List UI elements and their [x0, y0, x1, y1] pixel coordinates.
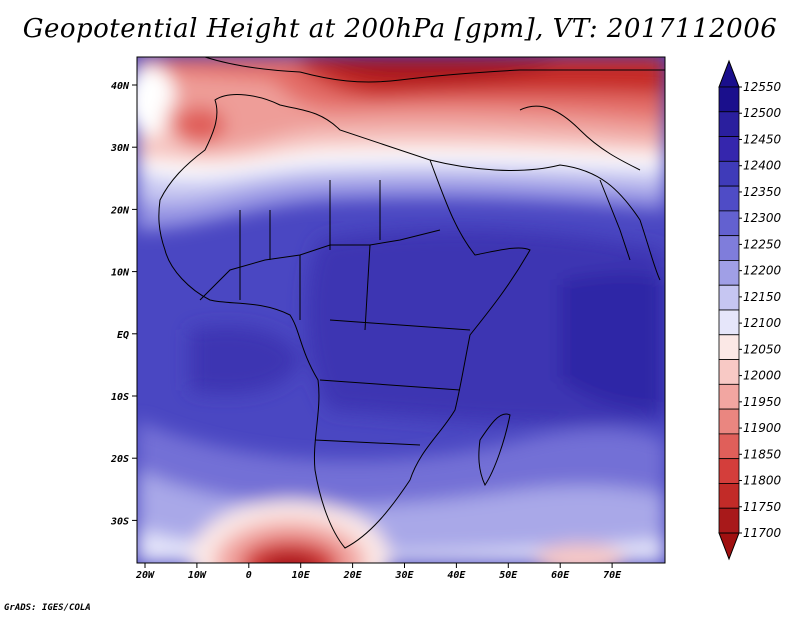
latitude-axis: 40N 30N 20N 10N EQ 10S 20S 30S	[110, 81, 137, 527]
lon-tick-label: 10E	[292, 570, 311, 581]
lon-tick-label: 50E	[499, 570, 518, 581]
colorbar-max-arrow	[718, 59, 740, 88]
lat-tick-label: 30N	[110, 143, 130, 154]
colorbar-label: 12400	[743, 159, 782, 173]
colorbar-swatch	[718, 111, 740, 137]
colorbar-swatch	[718, 507, 740, 534]
colorbar-swatch	[718, 483, 740, 509]
lon-tick-label: 20W	[135, 570, 155, 581]
lat-tick-label: 30S	[110, 516, 129, 527]
colorbar-swatch	[718, 260, 740, 286]
lat-tick-label: 10S	[111, 392, 129, 403]
colorbar-swatch	[718, 433, 740, 460]
colorbar: 12550 12500 12450 12400 12350 12300 12250 12200…	[718, 59, 782, 561]
colorbar-label: 11700	[743, 526, 782, 540]
figure-title: Geopotential Height at 200hPa [gpm], VT:…	[22, 14, 778, 44]
lat-tick-label: EQ	[117, 330, 129, 341]
lon-tick-label: 20E	[343, 570, 363, 581]
lon-tick-label: 30E	[394, 570, 414, 581]
colorbar-label: 11850	[743, 447, 782, 461]
colorbar-swatch	[718, 408, 740, 435]
software-credit: GrADS: IGES/COLA	[4, 603, 91, 613]
colorbar-label: 12150	[743, 290, 782, 304]
colorbar-min-arrow	[718, 532, 740, 561]
colorbar-swatch	[718, 309, 740, 336]
colorbar-label: 12100	[743, 316, 782, 330]
colorbar-swatch	[718, 383, 740, 410]
lat-tick-label: 20N	[110, 205, 130, 216]
colorbar-label: 12500	[743, 106, 782, 120]
colorbar-label: 11800	[743, 474, 782, 488]
colorbar-label: 12200	[743, 264, 782, 278]
lat-tick-label: 40N	[111, 81, 130, 92]
height-field	[137, 57, 665, 563]
colorbar-label: 12250	[743, 237, 782, 251]
colorbar-swatch	[718, 284, 740, 311]
colorbar-label: 12050	[743, 342, 782, 356]
colorbar-label: 11950	[743, 395, 782, 409]
colorbar-label: 11900	[743, 421, 782, 435]
lon-tick-label: 0	[246, 570, 252, 581]
lat-tick-label: 20S	[110, 454, 129, 465]
colorbar-swatch	[718, 136, 740, 162]
lon-tick-label: 70E	[603, 570, 622, 581]
longitude-axis: 20W 10W 0 10E 20E 30E 40E 50E 60E 70E	[135, 563, 622, 581]
colorbar-swatch	[718, 458, 740, 484]
lon-tick-label: 60E	[551, 570, 570, 581]
colorbar-swatch	[718, 210, 740, 237]
colorbar-swatch	[718, 185, 740, 212]
colorbar-label: 12550	[743, 80, 782, 94]
colorbar-label: 12000	[743, 369, 782, 383]
colorbar-label: 12450	[743, 132, 782, 146]
colorbar-swatch	[718, 235, 740, 261]
lat-tick-label: 10N	[111, 268, 130, 279]
colorbar-label: 12300	[743, 211, 782, 225]
lon-tick-label: 40E	[447, 570, 466, 581]
coastline	[158, 57, 665, 549]
colorbar-swatch	[718, 86, 740, 113]
colorbar-label: 12350	[743, 185, 782, 199]
lon-tick-label: 10W	[188, 570, 207, 581]
colorbar-swatch	[718, 334, 740, 360]
colorbar-label: 11750	[743, 500, 782, 514]
map-frame	[136, 56, 666, 564]
colorbar-swatch	[718, 359, 740, 385]
colorbar-swatch	[718, 160, 740, 187]
